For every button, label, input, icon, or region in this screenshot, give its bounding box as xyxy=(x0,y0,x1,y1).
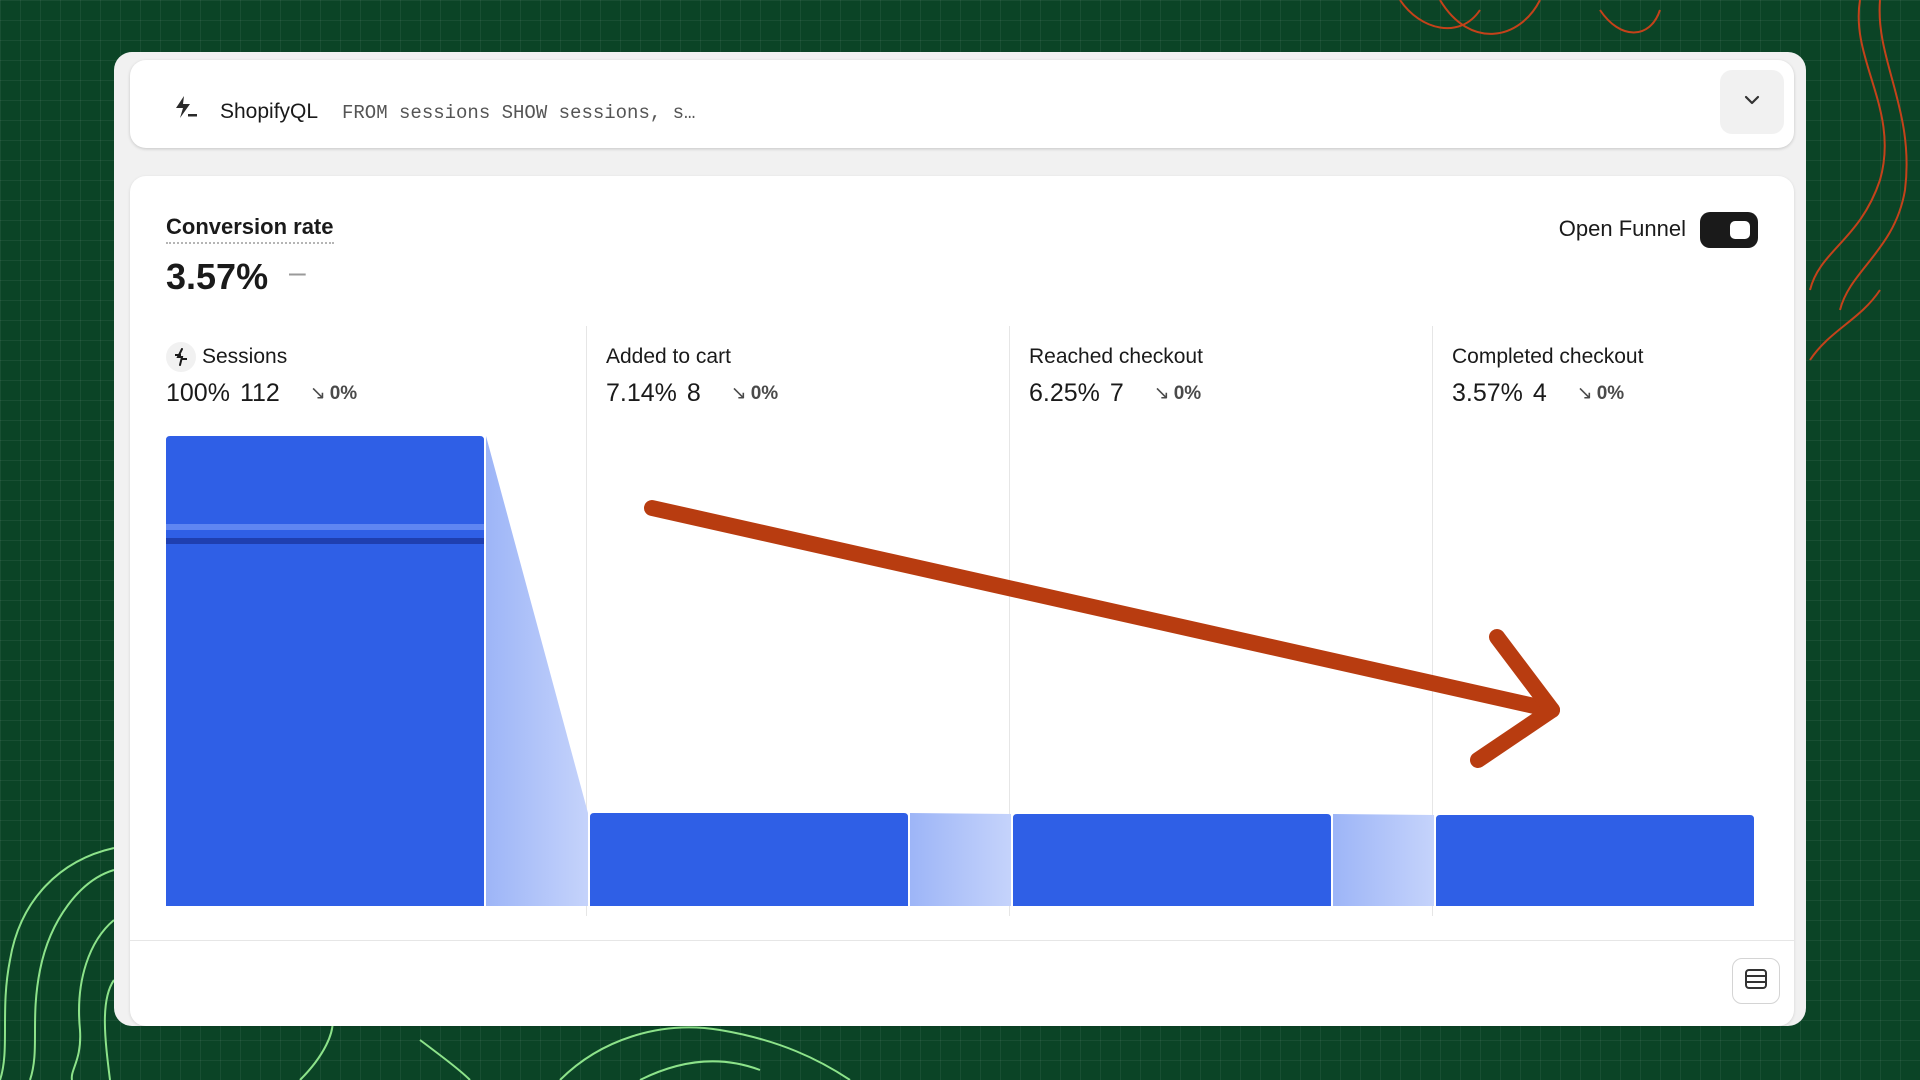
table-view-button[interactable] xyxy=(1732,958,1780,1004)
stage-count: 4 xyxy=(1532,379,1547,407)
arrow-down-right-icon: ↘ xyxy=(1576,383,1593,404)
funnel-connector xyxy=(1333,814,1434,906)
table-icon xyxy=(1744,968,1768,995)
report-panel: ShopifyQL FROM sessions SHOW sessions, s… xyxy=(114,52,1806,1026)
metric-change: – xyxy=(289,256,306,289)
open-funnel-toggle[interactable] xyxy=(1700,212,1758,248)
stage-count: 112 xyxy=(239,379,280,407)
stage-divider xyxy=(586,326,587,916)
bolt-icon xyxy=(172,94,198,125)
stage-name: Sessions xyxy=(202,345,288,368)
funnel-bar-sessions[interactable] xyxy=(166,436,484,906)
query-text[interactable]: FROM sessions SHOW sessions, s… xyxy=(342,102,696,124)
card-footer-divider xyxy=(130,940,1794,941)
funnel-connector xyxy=(486,436,588,906)
stage-count: 7 xyxy=(1109,379,1124,407)
shopifyql-label: ShopifyQL xyxy=(220,100,319,123)
funnel-bar-reached-checkout[interactable] xyxy=(1013,814,1331,906)
stage-name: Completed checkout xyxy=(1452,345,1644,368)
stage-reached-checkout: Reached checkout 6.25% 7 ↘ 0% xyxy=(1029,341,1203,408)
metric-label[interactable]: Conversion rate xyxy=(166,214,334,244)
shopifyql-query-bar[interactable]: ShopifyQL FROM sessions SHOW sessions, s… xyxy=(130,60,1794,148)
arrow-down-right-icon: ↘ xyxy=(309,383,326,404)
stage-name: Added to cart xyxy=(606,345,731,368)
funnel-card: Conversion rate 3.57% – Open Funnel Sess… xyxy=(130,176,1794,1026)
arrow-down-right-icon: ↘ xyxy=(1153,383,1170,404)
stage-percent: 100% xyxy=(166,379,230,407)
stage-percent: 6.25% xyxy=(1029,379,1100,407)
funnel-bar-completed-checkout[interactable] xyxy=(1436,815,1754,906)
stage-name: Reached checkout xyxy=(1029,345,1203,368)
stage-change: 0% xyxy=(1596,383,1625,404)
stage-count: 8 xyxy=(686,379,701,407)
funnel-bar-added-to-cart[interactable] xyxy=(590,813,908,906)
arrow-down-right-icon: ↘ xyxy=(730,383,747,404)
stage-change: 0% xyxy=(750,383,779,404)
metric-value: 3.57% xyxy=(166,256,269,297)
open-funnel-label: Open Funnel xyxy=(1558,216,1686,241)
stage-completed-checkout: Completed checkout 3.57% 4 ↘ 0% xyxy=(1452,341,1643,408)
toggle-knob xyxy=(1730,221,1750,239)
funnel-bar-stripe xyxy=(166,524,484,530)
expand-query-button[interactable] xyxy=(1720,70,1784,134)
stage-sessions: Sessions 100% 112 ↘ 0% xyxy=(166,341,357,408)
sessions-icon xyxy=(166,342,196,372)
funnel-chart xyxy=(166,436,1754,906)
funnel-connector xyxy=(910,813,1011,906)
stage-change: 0% xyxy=(1173,383,1202,404)
funnel-bar-stripe xyxy=(166,538,484,544)
stage-change: 0% xyxy=(329,383,358,404)
stage-added-to-cart: Added to cart 7.14% 8 ↘ 0% xyxy=(606,341,778,408)
stage-percent: 7.14% xyxy=(606,379,677,407)
chevron-down-icon xyxy=(1743,91,1761,114)
stage-percent: 3.57% xyxy=(1452,379,1523,407)
funnel-bar-stripe xyxy=(166,532,484,538)
